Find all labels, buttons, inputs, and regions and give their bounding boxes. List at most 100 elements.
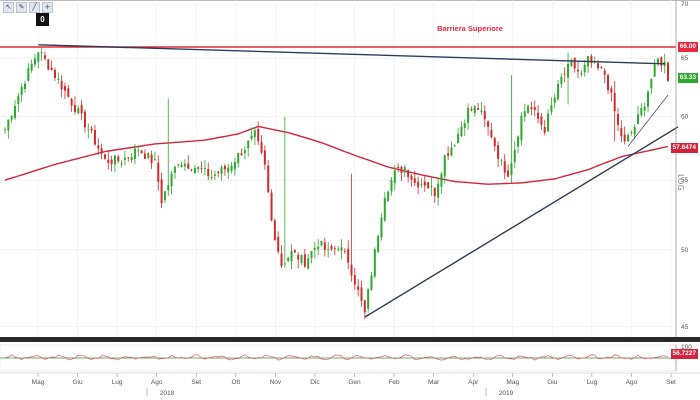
moving-average-layer <box>4 125 669 185</box>
candle-down <box>50 67 53 71</box>
candle-down <box>410 175 413 180</box>
candle-up <box>33 58 36 65</box>
candle-down <box>493 138 496 147</box>
candle-up <box>547 113 550 132</box>
candle-up <box>327 248 330 250</box>
chart-toolbar: ↖ ✎ ╱ + <box>3 2 53 13</box>
ma-value-tag: 57.6474 <box>670 143 698 153</box>
candle-down <box>47 59 50 70</box>
candle-down <box>363 300 366 313</box>
candle-down <box>280 253 283 267</box>
candle-down <box>610 88 613 93</box>
candle-up <box>570 59 573 67</box>
candle-down <box>497 145 500 159</box>
y-tick-label: 50 <box>681 247 689 254</box>
candle-down <box>240 153 243 156</box>
x-tick-label: Set <box>666 379 676 386</box>
candle-up <box>87 129 90 131</box>
x-year-label: 2019 <box>499 390 514 397</box>
candle-up <box>180 164 183 168</box>
candle-up <box>430 186 433 188</box>
x-year-label: 2018 <box>160 390 175 397</box>
candle-down <box>93 130 96 145</box>
candle-up <box>457 133 460 144</box>
candle-up <box>440 173 443 187</box>
candle-down <box>433 187 436 196</box>
candle-up <box>203 167 206 170</box>
candle-up <box>647 91 650 107</box>
candle-up <box>163 191 166 201</box>
candle-down <box>63 86 66 91</box>
candle-up <box>420 184 423 186</box>
candle-down <box>533 106 536 111</box>
candle-up <box>307 258 310 269</box>
x-tick-label: Feb <box>388 379 400 386</box>
candle-down <box>330 246 333 250</box>
candle-up <box>287 257 290 262</box>
candle-up <box>17 95 20 105</box>
candle-down <box>97 145 100 149</box>
x-tick-label: Giu <box>73 379 84 386</box>
candle-up <box>233 161 236 170</box>
candle-up <box>37 52 40 62</box>
candle-down <box>43 55 46 59</box>
candle-up <box>467 107 470 123</box>
y-tick-label: 55 <box>681 177 689 184</box>
x-tick-label: Gen <box>348 379 361 386</box>
candle-up <box>197 167 200 170</box>
candle-up <box>383 197 386 221</box>
candle-up <box>583 64 586 73</box>
candle-up <box>30 63 33 71</box>
candle-down <box>67 88 70 97</box>
candle-up <box>123 157 126 160</box>
candle-up <box>57 78 60 80</box>
candle-down <box>530 107 533 109</box>
trendline <box>364 126 679 318</box>
arrow-icon[interactable]: ↖ <box>3 2 14 13</box>
candle-up <box>310 251 313 259</box>
y-tick-label: 65 <box>681 55 689 62</box>
candle-up <box>300 254 303 264</box>
x-tick-label: Giu <box>547 379 558 386</box>
zero-button[interactable]: 0 <box>36 13 49 26</box>
candle-down <box>447 153 450 156</box>
line-icon[interactable]: ╱ <box>29 2 40 13</box>
candle-up <box>177 164 180 166</box>
candle-up <box>657 58 660 64</box>
candle-up <box>313 247 316 250</box>
candle-up <box>40 52 43 54</box>
candle-down <box>110 159 113 164</box>
candle-down <box>323 242 326 250</box>
candle-down <box>470 109 473 111</box>
candle-up <box>520 115 523 141</box>
candle-up <box>210 176 213 179</box>
candle-down <box>397 166 400 168</box>
cursor-icon[interactable]: + <box>42 2 53 13</box>
pencil-icon[interactable]: ✎ <box>16 2 27 13</box>
oscillator-value-tag: 56.7227 <box>670 349 698 359</box>
candle-down <box>73 104 76 113</box>
trendline <box>38 44 665 65</box>
x-tick-label: Lug <box>586 379 597 386</box>
candle-down <box>127 157 130 159</box>
candle-up <box>7 119 10 131</box>
candle-down <box>400 166 403 173</box>
x-tick-label: Nov <box>270 379 282 386</box>
x-tick-label: Lug <box>112 379 123 386</box>
candle-down <box>187 163 190 169</box>
candle-up <box>170 173 173 187</box>
x-tick-label: Ott <box>231 379 240 386</box>
x-tick-label: Apr <box>468 379 479 386</box>
candle-down <box>577 69 580 72</box>
candle-up <box>77 108 80 114</box>
candle-down <box>223 165 226 170</box>
grid <box>0 0 700 337</box>
candle-down <box>540 116 543 125</box>
candle-down <box>263 150 266 165</box>
candle-up <box>557 83 560 100</box>
candle-down <box>620 128 623 137</box>
candle-up <box>473 106 476 114</box>
candle-down <box>660 57 663 66</box>
